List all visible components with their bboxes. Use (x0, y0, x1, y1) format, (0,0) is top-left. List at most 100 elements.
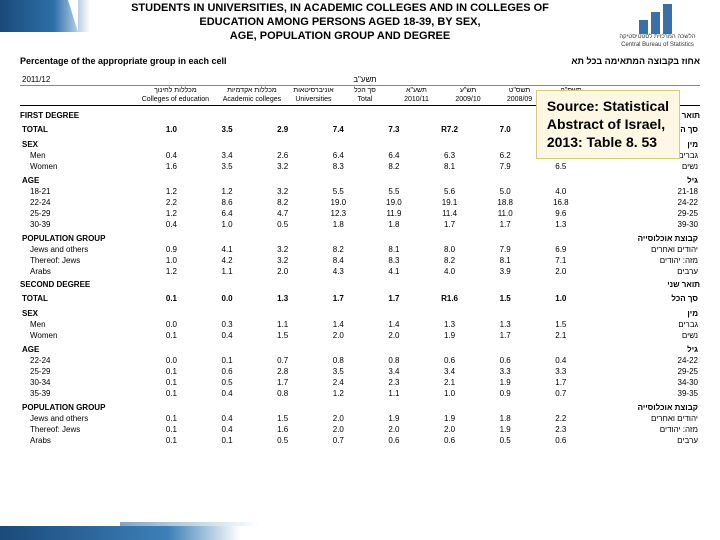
cell: 0.7 (533, 388, 589, 399)
row-label-en: SEX (20, 305, 144, 319)
table-row: 30-390.41.00.51.81.81.71.71.339-30 (20, 219, 700, 230)
cell: 0.4 (199, 413, 255, 424)
cell: 1.3 (422, 319, 478, 330)
row-label-en: 30-39 (20, 219, 144, 230)
row-label-he: 24-22 (589, 197, 700, 208)
cell: 3.5 (199, 123, 255, 136)
cell (533, 341, 589, 355)
table-row: POPULATION GROUPקבוצת אוכלוסייה (20, 399, 700, 413)
row-label-en: Thereof: Jews (20, 255, 144, 266)
cell: 8.0 (422, 244, 478, 255)
cell: 1.0 (533, 292, 589, 305)
row-label-he: נשים (589, 330, 700, 341)
cell (199, 230, 255, 244)
cell: 2.2 (533, 413, 589, 424)
cell: 2.0 (255, 266, 311, 277)
cell: 0.4 (199, 424, 255, 435)
cell: 2.4 (311, 377, 367, 388)
subtitle-row: Percentage of the appropriate group in e… (20, 56, 700, 66)
row-label-he: מזה: יהודים (589, 255, 700, 266)
cell: 2.1 (533, 330, 589, 341)
cell: 1.5 (255, 330, 311, 341)
title-line2: EDUCATION AMONG PERSONS AGED 18-39, BY S… (90, 16, 590, 30)
cell (477, 230, 533, 244)
cell: 6.9 (533, 244, 589, 255)
row-label-en: Jews and others (20, 244, 144, 255)
cell: 1.3 (255, 292, 311, 305)
cell: R7.2 (422, 123, 478, 136)
cell: 1.5 (477, 292, 533, 305)
cell: 6.3 (422, 150, 478, 161)
cell (422, 399, 478, 413)
row-label-he: 21-18 (589, 186, 700, 197)
cell: 8.1 (422, 161, 478, 172)
row-label-he: נשים (589, 161, 700, 172)
hdr-he-2: אוניברסיטאות (288, 86, 340, 96)
cell: 2.0 (311, 413, 367, 424)
cell: 16.8 (533, 197, 589, 208)
cell: 11.9 (366, 208, 422, 219)
cell (255, 341, 311, 355)
cell: 4.3 (311, 266, 367, 277)
table-row: Women0.10.41.52.02.01.91.72.1נשים (20, 330, 700, 341)
cell: 7.3 (366, 123, 422, 136)
row-label-en: POPULATION GROUP (20, 230, 144, 244)
row-label-en: 25-29 (20, 366, 144, 377)
cell: 2.1 (422, 377, 478, 388)
row-label-he: 24-22 (589, 355, 700, 366)
cell: 0.1 (144, 292, 200, 305)
cell (311, 136, 367, 150)
cell: 0.8 (311, 355, 367, 366)
hdr-he-1: מכללות אקדמיות (216, 86, 287, 96)
ye0: 2010/11 (391, 95, 443, 106)
row-label-he: מזה: יהודים (589, 424, 700, 435)
cell: 8.3 (311, 161, 367, 172)
table-row: 22-240.00.10.70.80.80.60.60.424-22 (20, 355, 700, 366)
title-line3: AGE, POPULATION GROUP AND DEGREE (90, 30, 590, 44)
cell: 7.4 (311, 123, 367, 136)
cell: 19.0 (311, 197, 367, 208)
hdr-en-2: Universities (288, 95, 340, 106)
table-row: Arabs1.21.12.04.34.14.03.92.0ערבים (20, 266, 700, 277)
cell: 4.0 (422, 266, 478, 277)
cell: 5.6 (422, 186, 478, 197)
row-label-he: 34-30 (589, 377, 700, 388)
cell: 8.1 (366, 244, 422, 255)
table-row: 35-390.10.40.81.21.11.00.90.739-35 (20, 388, 700, 399)
row-label-he: מין (589, 305, 700, 319)
row-label-en: Women (20, 330, 144, 341)
cell: 7.0 (477, 123, 533, 136)
cell: 0.1 (144, 424, 200, 435)
row-label-en: Women (20, 161, 144, 172)
cell: 1.1 (199, 266, 255, 277)
cell: 1.2 (144, 186, 200, 197)
table-row: 25-291.26.44.712.311.911.411.09.629-25 (20, 208, 700, 219)
cell (144, 136, 200, 150)
yh1: תש"ע (442, 86, 494, 96)
cell: 2.0 (366, 330, 422, 341)
cell (255, 172, 311, 186)
cell (533, 172, 589, 186)
cell: 4.7 (255, 208, 311, 219)
row-label-he: 29-25 (589, 366, 700, 377)
cell: 0.1 (199, 355, 255, 366)
cell: 1.0 (144, 123, 200, 136)
cell: 6.4 (366, 150, 422, 161)
cell: 0.3 (199, 319, 255, 330)
cell (144, 305, 200, 319)
cell (533, 305, 589, 319)
cell: 2.0 (533, 266, 589, 277)
row-label-en: TOTAL (20, 292, 144, 305)
cell (366, 172, 422, 186)
cell: 6.4 (311, 150, 367, 161)
row-label-he: גיל (589, 341, 700, 355)
cell: 6.4 (199, 208, 255, 219)
cell (199, 136, 255, 150)
cell: 1.2 (199, 186, 255, 197)
cell (477, 399, 533, 413)
row-label-en: Arabs (20, 435, 144, 446)
cell (311, 305, 367, 319)
cell: 2.3 (366, 377, 422, 388)
cell: 1.7 (477, 330, 533, 341)
row-label-he: ערבים (589, 266, 700, 277)
